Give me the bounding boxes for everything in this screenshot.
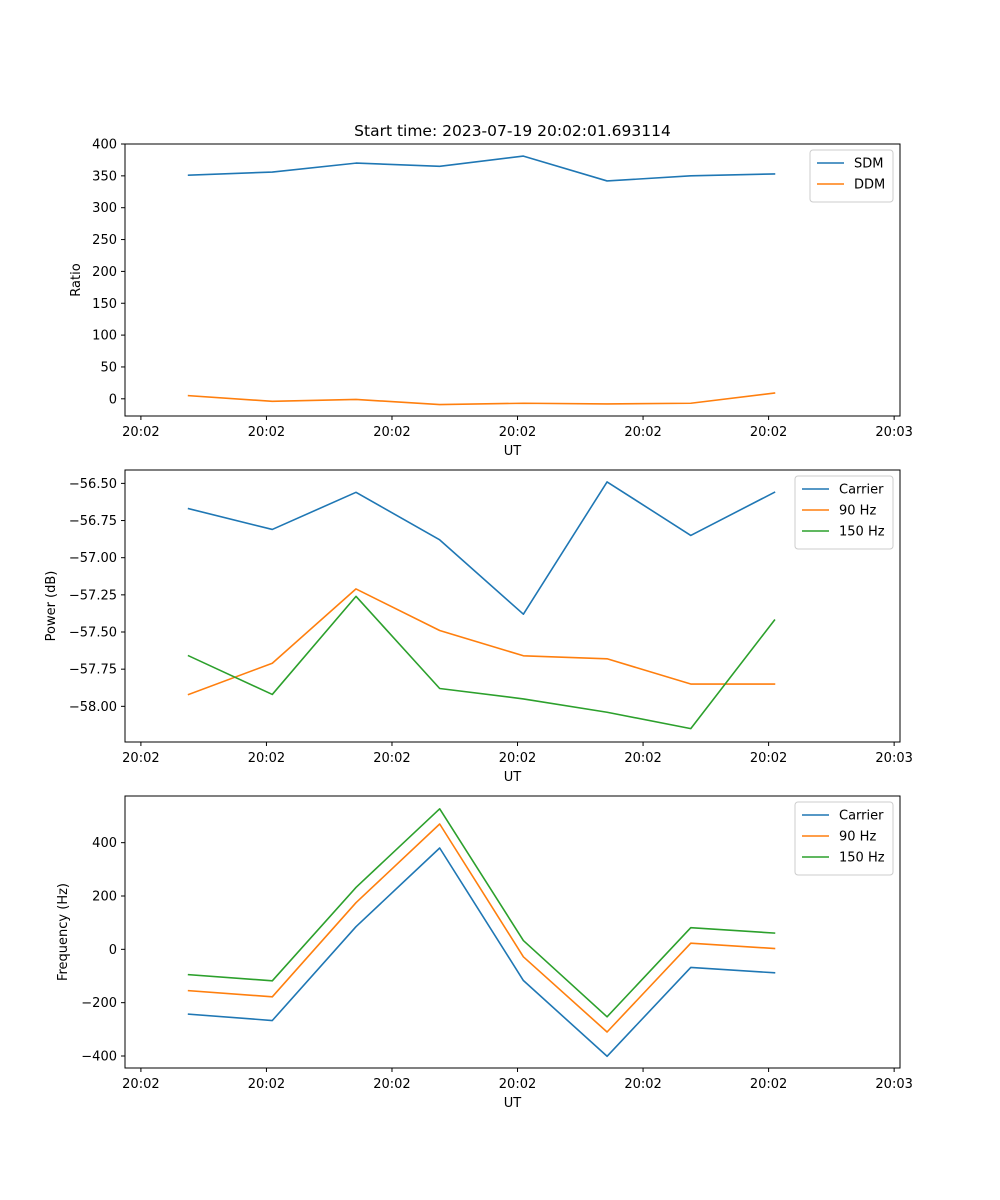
figure-title: Start time: 2023-07-19 20:02:01.693114 — [354, 122, 671, 140]
chart1-y-tick-label: 400 — [92, 138, 117, 153]
chart1-y-tick-label: 0 — [109, 392, 117, 407]
chart2-axes-frame — [124, 469, 901, 743]
chart1-panel: 20:02 20:02 20:02 20:02 20:02 20:02 20:03 0 50 10… — [69, 138, 913, 460]
chart1-y-tick-label: 50 — [100, 360, 117, 375]
chart2-x-tick-label: 20:03 — [875, 751, 912, 766]
panels: 20:02 20:02 20:02 20:02 20:02 20:02 20:03 0 50 10… — [44, 138, 913, 1112]
chart1-legend-label: SDM — [854, 157, 883, 172]
chart3-y-tick-label: 200 — [92, 890, 117, 905]
chart3-x-axis-label: UT — [504, 1096, 522, 1111]
chart1-y-tick-label: 350 — [92, 169, 117, 184]
chart3-legend-label: 150 Hz — [839, 851, 885, 866]
chart3-legend: Carrier 90 Hz 150 Hz — [794, 801, 894, 876]
chart3-y-tick-label: −400 — [81, 1050, 117, 1065]
chart3-y-tick-label: 400 — [92, 836, 117, 851]
chart3-series-150-hz-line — [187, 807, 776, 1018]
chart3-legend-label: 90 Hz — [839, 830, 876, 845]
chart1-y-tick-label: 200 — [92, 265, 117, 280]
chart1-x-tick-label: 20:02 — [373, 425, 410, 440]
chart1-y-tick-label: 150 — [92, 297, 117, 312]
chart3-y-tick-label: −200 — [81, 996, 117, 1011]
chart2-legend-label: Carrier — [839, 483, 884, 498]
chart3-series-90-hz-line — [187, 823, 776, 1033]
chart1-y-tick-label: 100 — [92, 329, 117, 344]
chart1-y-tick-label: 250 — [92, 233, 117, 248]
chart3-axes-frame — [124, 795, 901, 1069]
chart3-x-tick-label: 20:02 — [373, 1077, 410, 1092]
chart1-y-axis-label: Ratio — [69, 263, 84, 296]
chart2-x-tick-label: 20:02 — [750, 751, 787, 766]
chart2-y-tick-label: −57.25 — [69, 588, 117, 603]
chart3-x-tick-label: 20:02 — [624, 1077, 661, 1092]
chart2-legend-label: 150 Hz — [839, 525, 885, 540]
chart1-y-tick-label: 300 — [92, 201, 117, 216]
chart2-y-tick-label: −56.50 — [69, 477, 117, 492]
chart1-legend-label: DDM — [854, 178, 885, 193]
chart2-series-90-hz-line — [187, 588, 776, 696]
chart2-y-tick-label: −57.00 — [69, 551, 117, 566]
chart2-y-tick-label: −56.75 — [69, 514, 117, 529]
chart2-legend: Carrier 90 Hz 150 Hz — [794, 475, 894, 550]
chart2-y-tick-label: −57.50 — [69, 626, 117, 641]
chart3-x-tick-label: 20:02 — [499, 1077, 536, 1092]
chart3-series-carrier-line — [187, 847, 776, 1058]
chart1-axes-frame — [124, 143, 901, 417]
chart1-x-tick-label: 20:02 — [750, 425, 787, 440]
chart3-panel: 20:02 20:02 20:02 20:02 20:02 20:02 20:03 −400 −… — [56, 795, 913, 1111]
chart2-series-carrier-line — [187, 481, 776, 615]
chart1-legend: SDM DDM — [809, 149, 894, 203]
chart2-y-tick-label: −58.00 — [69, 700, 117, 715]
chart2-x-tick-label: 20:02 — [624, 751, 661, 766]
chart1-x-tick-label: 20:02 — [624, 425, 661, 440]
chart3-x-tick-label: 20:02 — [248, 1077, 285, 1092]
chart1-x-tick-label: 20:02 — [248, 425, 285, 440]
chart3-x-tick-label: 20:02 — [122, 1077, 159, 1092]
chart3-x-tick-label: 20:03 — [875, 1077, 912, 1092]
chart1-series-ddm-line — [187, 392, 776, 406]
chart2-y-axis-label: Power (dB) — [44, 571, 59, 642]
chart1-x-tick-label: 20:02 — [499, 425, 536, 440]
chart1-x-axis-label: UT — [504, 444, 522, 459]
chart2-panel: 20:02 20:02 20:02 20:02 20:02 20:02 20:03 −58.0… — [44, 469, 913, 785]
chart1-x-tick-label: 20:02 — [122, 425, 159, 440]
chart3-x-tick-label: 20:02 — [750, 1077, 787, 1092]
chart2-x-tick-label: 20:02 — [373, 751, 410, 766]
chart2-x-tick-label: 20:02 — [122, 751, 159, 766]
chart2-x-axis-label: UT — [504, 770, 522, 785]
chart2-y-tick-label: −57.75 — [69, 663, 117, 678]
chart1-x-tick-label: 20:03 — [875, 425, 912, 440]
chart3-legend-label: Carrier — [839, 809, 884, 824]
chart2-x-tick-label: 20:02 — [248, 751, 285, 766]
chart2-x-tick-label: 20:02 — [499, 751, 536, 766]
chart3-y-tick-label: 0 — [109, 943, 117, 958]
chart2-legend-label: 90 Hz — [839, 504, 876, 519]
chart3-y-axis-label: Frequency (Hz) — [56, 883, 71, 981]
chart2-series-150-hz-line — [187, 595, 776, 730]
chart1-series-sdm-line — [187, 155, 776, 182]
